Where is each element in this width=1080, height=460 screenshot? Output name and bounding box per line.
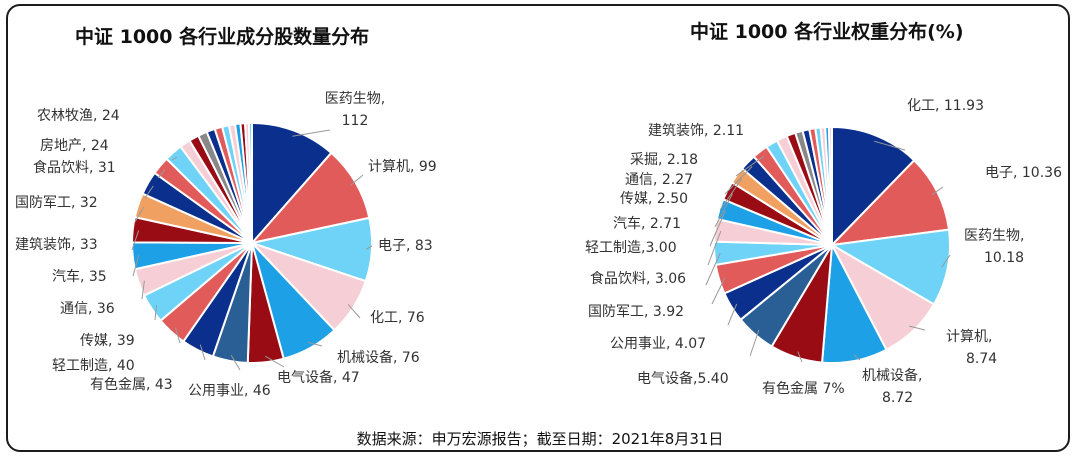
slice-label: 机械设备, xyxy=(862,367,922,384)
leader-line xyxy=(709,210,726,247)
slice-label: 食品饮料, 3.06 xyxy=(590,270,686,287)
pie-slice-电子 xyxy=(829,158,951,247)
leader-line xyxy=(347,304,361,319)
slice-label-value: 112 xyxy=(342,113,369,129)
leader-line xyxy=(705,252,721,286)
slice-label: 汽车, 2.71 xyxy=(613,215,681,232)
slice-label: 化工, 76 xyxy=(370,310,425,326)
leader-line xyxy=(134,206,145,223)
leader-line xyxy=(941,254,951,268)
leader-line xyxy=(749,329,760,357)
leader-line xyxy=(264,355,285,368)
pie-slice-minor xyxy=(247,121,253,244)
slice-label: 房地产, 24 xyxy=(40,138,109,154)
pie-chart-right: 化工, 11.93 电子, 10.36 医药生物, 10.18 计算机, 8.74 机械设备… xyxy=(585,98,1062,406)
pie-slice-计算机 xyxy=(249,151,371,245)
pie-slice-minor xyxy=(827,125,833,246)
leader-line xyxy=(131,230,140,251)
slice-label: 轻工制造,3.00 xyxy=(585,240,677,256)
chart-title-right: 中证 1000 各行业权重分布(%) xyxy=(690,20,964,43)
slice-label: 公用事业, 4.07 xyxy=(610,336,706,352)
leader-line xyxy=(307,341,323,347)
leader-line xyxy=(157,169,166,179)
slice-label: 有色金属, 43 xyxy=(90,376,173,393)
leader-line xyxy=(714,193,734,228)
leader-line xyxy=(365,245,373,250)
leader-line xyxy=(144,185,154,199)
leader-line xyxy=(171,156,178,161)
slice-label: 电子, 83 xyxy=(378,238,433,254)
pie-slice-医药生物 xyxy=(828,228,951,306)
slice-label: 医药生物, xyxy=(964,228,1024,244)
leader-line xyxy=(873,140,906,151)
slice-label: 国防军工, 3.92 xyxy=(588,304,684,320)
slice-label: 通信, 36 xyxy=(60,301,115,317)
slice-label: 化工, 11.93 xyxy=(907,98,984,114)
pie-slice-医药生物 xyxy=(251,121,333,246)
slice-label: 传媒, 2.50 xyxy=(620,191,688,207)
leader-line xyxy=(174,327,181,344)
slice-label: 农林牧渔, 24 xyxy=(37,108,120,124)
pie-slice-化工 xyxy=(831,125,916,248)
slice-label: 建筑装饰, 2.11 xyxy=(648,123,744,139)
leader-line xyxy=(853,354,861,361)
slice-label: 建筑装饰, 33 xyxy=(15,237,98,253)
slice-label-value: 10.18 xyxy=(984,250,1024,266)
slice-label-value: 8.74 xyxy=(966,351,997,367)
slice-label: 有色金属 7% xyxy=(762,380,845,397)
slice-label: 计算机, xyxy=(946,329,992,345)
chart-title-left: 中证 1000 各行业成分股数量分布 xyxy=(75,25,369,48)
leader-line xyxy=(931,186,944,196)
leader-line xyxy=(230,354,241,371)
slice-label: 汽车, 35 xyxy=(52,268,107,285)
leader-line xyxy=(719,178,743,211)
slice-label: 食品饮料, 31 xyxy=(33,159,116,176)
leader-line xyxy=(132,255,140,277)
leader-line xyxy=(711,277,726,305)
leader-line xyxy=(141,280,145,300)
slice-label: 传媒, 39 xyxy=(80,333,135,349)
slice-label: 轻工制造, 40 xyxy=(52,358,135,374)
slice-label: 电子, 10.36 xyxy=(985,165,1062,181)
slice-label: 公用事业, 46 xyxy=(188,383,271,399)
slice-label: 通信, 2.27 xyxy=(625,172,693,188)
leader-line xyxy=(727,303,738,326)
leader-line xyxy=(154,305,157,321)
leader-line xyxy=(292,129,331,137)
leader-line xyxy=(199,344,206,361)
leader-line xyxy=(707,230,722,266)
leader-line xyxy=(350,174,364,186)
leader-line xyxy=(735,155,764,177)
slice-label-value: 8.72 xyxy=(882,390,913,406)
slice-label: 机械设备, 76 xyxy=(337,349,420,366)
leader-line xyxy=(909,325,926,331)
slice-label: 计算机, 99 xyxy=(368,159,437,175)
slice-label: 国防军工, 32 xyxy=(15,195,98,211)
source-note: 数据来源：申万宏源报告；截至日期：2021年8月31日 xyxy=(357,430,724,448)
leader-line xyxy=(797,351,803,363)
slice-label: 电气设备,5.40 xyxy=(637,370,729,387)
pie-chart-left: 医药生物, 112 计算机, 99 电子, 83 化工, 76 机械设备, 76 电气设备,… xyxy=(15,91,437,399)
leader-line xyxy=(724,166,753,195)
slice-label: 采掘, 2.18 xyxy=(630,152,698,168)
slice-label: 电气设备, 47 xyxy=(277,369,360,386)
slice-label: 医药生物, xyxy=(325,91,385,107)
